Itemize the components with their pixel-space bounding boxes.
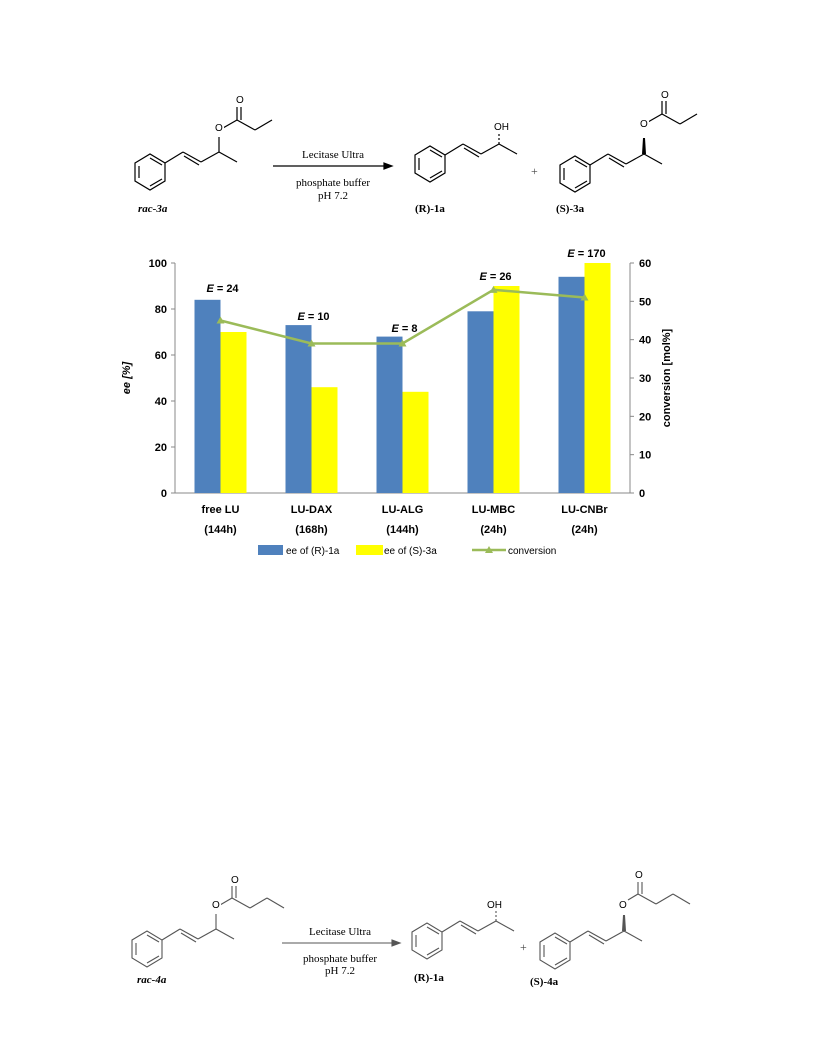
product2-label: (S)-4a bbox=[530, 976, 559, 988]
y-tick-label: 0 bbox=[161, 488, 167, 500]
scheme-1-structures bbox=[134, 101, 698, 193]
y2-tick-label: 10 bbox=[639, 450, 651, 462]
condition-label: phosphate buffer bbox=[295, 177, 371, 189]
y-tick-label: 60 bbox=[155, 350, 167, 362]
x-category-label: LU-MBC bbox=[472, 504, 515, 516]
e-value-annotation: E = 10 bbox=[297, 311, 329, 323]
y2-tick-label: 40 bbox=[639, 335, 651, 347]
bar-ee-s3a bbox=[402, 391, 429, 493]
bar-ee-s3a bbox=[493, 286, 520, 493]
x-category-label: LU-ALG bbox=[382, 504, 424, 516]
y-tick-label: 20 bbox=[155, 442, 167, 454]
y2-tick-label: 30 bbox=[639, 373, 651, 385]
bar-ee-r1a bbox=[376, 336, 403, 493]
conversion-point bbox=[580, 293, 589, 301]
x-category-sublabel: (168h) bbox=[295, 524, 328, 536]
condition-label: phosphate buffer bbox=[302, 953, 378, 965]
product1-label: (R)-1a bbox=[414, 972, 444, 984]
legend-marker-conversion bbox=[485, 546, 493, 553]
legend-swatch-ee-s3a bbox=[356, 545, 383, 555]
bar-ee-s3a bbox=[311, 387, 338, 493]
bar-ee-r1a bbox=[467, 311, 494, 493]
reactant-label: rac-3a bbox=[138, 203, 168, 215]
oxygen-atom: O bbox=[618, 900, 628, 911]
bar-ee-r1a bbox=[194, 299, 221, 493]
y-axis-title: ee [%] bbox=[121, 361, 133, 394]
y-tick-label: 100 bbox=[149, 258, 167, 270]
oxygen-atom: O bbox=[235, 95, 245, 106]
e-value-annotation: E = 26 bbox=[479, 271, 511, 283]
e-value-annotation: E = 24 bbox=[206, 283, 239, 295]
legend-label-conversion: conversion bbox=[508, 546, 556, 557]
x-category-label: LU-CNBr bbox=[561, 504, 608, 516]
reactant-label: rac-4a bbox=[137, 974, 167, 986]
legend-label-ee-s3a: ee of (S)-3a bbox=[384, 546, 437, 557]
y2-tick-label: 50 bbox=[639, 296, 651, 308]
oxygen-atom: O bbox=[639, 119, 649, 130]
plus-sign: + bbox=[531, 164, 538, 178]
bar-ee-r1a bbox=[285, 325, 312, 493]
oxygen-atom: O bbox=[634, 870, 644, 881]
x-category-label: free LU bbox=[202, 504, 240, 516]
x-category-sublabel: (24h) bbox=[571, 524, 598, 536]
bar-ee-s3a bbox=[584, 263, 611, 493]
oxygen-atom: O bbox=[660, 90, 670, 101]
conversion-point bbox=[398, 339, 407, 347]
x-category-sublabel: (144h) bbox=[386, 524, 419, 536]
bar-ee-r1a bbox=[558, 276, 585, 493]
x-category-sublabel: (24h) bbox=[480, 524, 507, 536]
conversion-point bbox=[216, 316, 225, 324]
hydroxyl-group: OH bbox=[493, 122, 510, 133]
bar-ee-s3a bbox=[220, 332, 247, 493]
ph-label: pH 7.2 bbox=[318, 190, 348, 202]
chart-container: 0 20 40 60 80 100 0 10 20 30 40 50 60 ee [%] conversio… bbox=[100, 240, 720, 570]
y2-axis-title: conversion [mol%] bbox=[661, 328, 673, 427]
y-tick-label: 40 bbox=[155, 396, 167, 408]
conversion-point bbox=[489, 285, 498, 293]
reagent-label: Lecitase Ultra bbox=[302, 149, 364, 161]
y2-tick-label: 20 bbox=[639, 411, 651, 423]
ph-label: pH 7.2 bbox=[325, 965, 355, 977]
product2-label: (S)-3a bbox=[556, 203, 585, 215]
oxygen-atom: O bbox=[214, 123, 224, 134]
e-value-annotation: E = 170 bbox=[567, 248, 605, 260]
y2-tick-label: 0 bbox=[639, 488, 645, 500]
y2-tick-label: 60 bbox=[639, 258, 651, 270]
x-category-label: LU-DAX bbox=[291, 504, 333, 516]
conversion-point bbox=[307, 339, 316, 347]
scheme-2-structures bbox=[131, 882, 691, 970]
legend-label-ee-r1a: ee of (R)-1a bbox=[286, 546, 340, 557]
oxygen-atom: O bbox=[211, 900, 221, 911]
reagent-label: Lecitase Ultra bbox=[309, 926, 371, 938]
conversion-line bbox=[220, 288, 585, 345]
oxygen-atom: O bbox=[230, 875, 240, 886]
reaction-scheme-2: O O OH O O Lecitase Ultra phosphate buff… bbox=[0, 870, 816, 1000]
product1-label: (R)-1a bbox=[415, 203, 445, 215]
chart-svg: 0 20 40 60 80 100 0 10 20 30 40 50 60 ee [%] conversio… bbox=[121, 248, 673, 557]
e-value-annotation: E = 8 bbox=[392, 323, 418, 335]
reaction-scheme-1: O O OH O O Lecitase Ultra phosphate buff… bbox=[0, 80, 816, 230]
plus-sign: + bbox=[520, 940, 527, 954]
y-tick-label: 80 bbox=[155, 304, 167, 316]
legend-swatch-ee-r1a bbox=[258, 545, 283, 555]
hydroxyl-group: OH bbox=[486, 900, 503, 911]
x-category-sublabel: (144h) bbox=[204, 524, 237, 536]
